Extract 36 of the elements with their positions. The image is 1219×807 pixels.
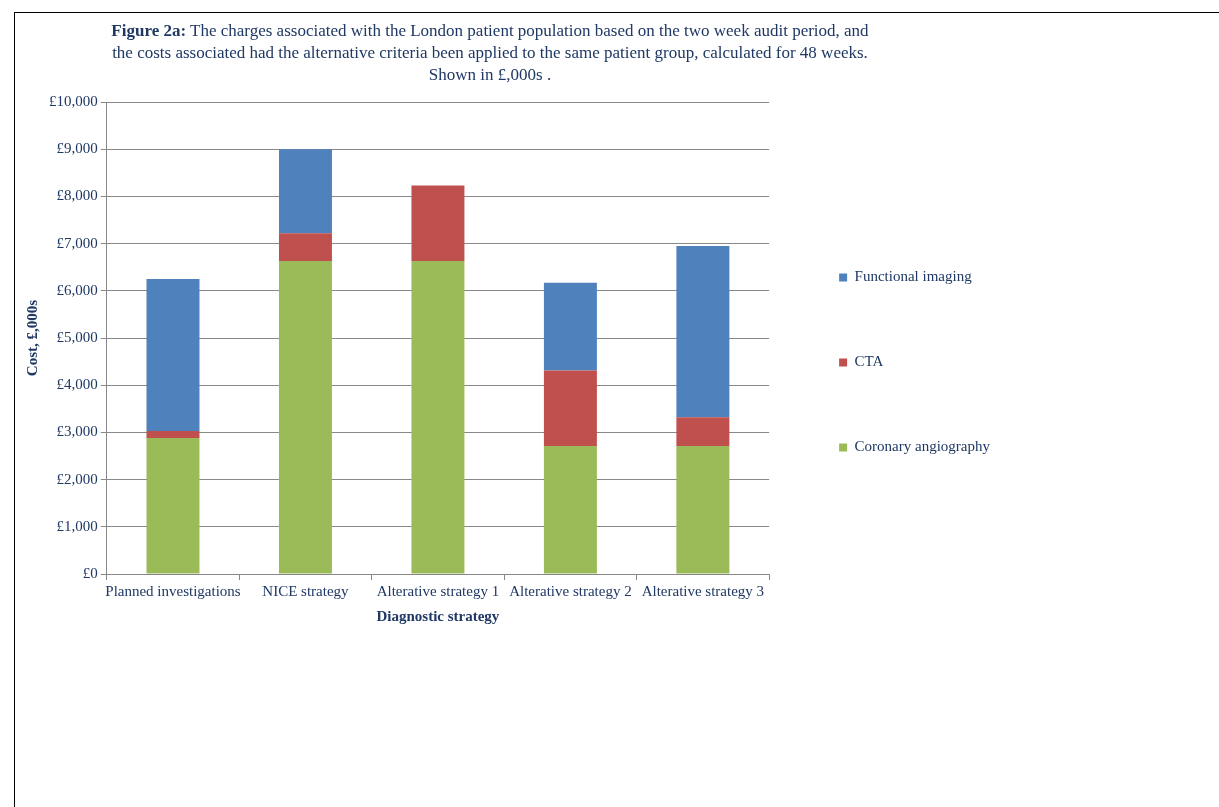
bar bbox=[278, 149, 332, 234]
y-tick-label: £9,000 bbox=[56, 140, 98, 157]
bar bbox=[676, 245, 730, 418]
x-tick-label: Planned investigations bbox=[105, 582, 241, 599]
bar bbox=[411, 185, 465, 262]
y-tick-label: £5,000 bbox=[56, 328, 98, 345]
y-axis-title: Cost, £,000s bbox=[23, 299, 40, 377]
x-tick-label: NICE strategy bbox=[262, 582, 350, 599]
y-tick-label: £2,000 bbox=[56, 470, 98, 487]
bar bbox=[543, 446, 597, 574]
bar bbox=[146, 279, 200, 431]
bar bbox=[543, 370, 597, 447]
y-tick-label: £10,000 bbox=[49, 92, 98, 109]
legend-label: Functional imaging bbox=[854, 268, 973, 285]
legend-label: CTA bbox=[854, 353, 884, 370]
chart-title: Figure 2a: The charges associated with the London patient population based on the two week audit period, and the costs associated had the alternative criteria been applied to the same patient group, calculated for 48 weeks. Shown in £,000s . bbox=[110, 20, 870, 86]
x-tick-label: Alterative strategy 1 bbox=[376, 582, 500, 599]
x-axis-title: Diagnostic strategy bbox=[376, 607, 500, 624]
bar bbox=[676, 417, 730, 447]
y-tick-label: £8,000 bbox=[56, 187, 98, 204]
y-tick-label: £0 bbox=[82, 564, 98, 581]
legend-label: Coronary angiography bbox=[854, 438, 991, 455]
y-tick-label: £6,000 bbox=[56, 281, 98, 298]
y-tick-label: £1,000 bbox=[56, 517, 98, 534]
y-tick-label: £7,000 bbox=[56, 234, 98, 251]
bar bbox=[278, 233, 332, 262]
y-tick-label: £4,000 bbox=[56, 376, 98, 393]
bar bbox=[543, 282, 597, 371]
bar bbox=[676, 446, 730, 574]
x-tick-label: Alterative strategy 2 bbox=[509, 582, 632, 599]
bar bbox=[278, 261, 332, 574]
y-tick-label: £3,000 bbox=[56, 423, 98, 440]
bar bbox=[411, 261, 465, 574]
x-tick-label: Alterative strategy 3 bbox=[641, 582, 765, 599]
bar bbox=[146, 430, 200, 439]
bar bbox=[146, 438, 200, 574]
